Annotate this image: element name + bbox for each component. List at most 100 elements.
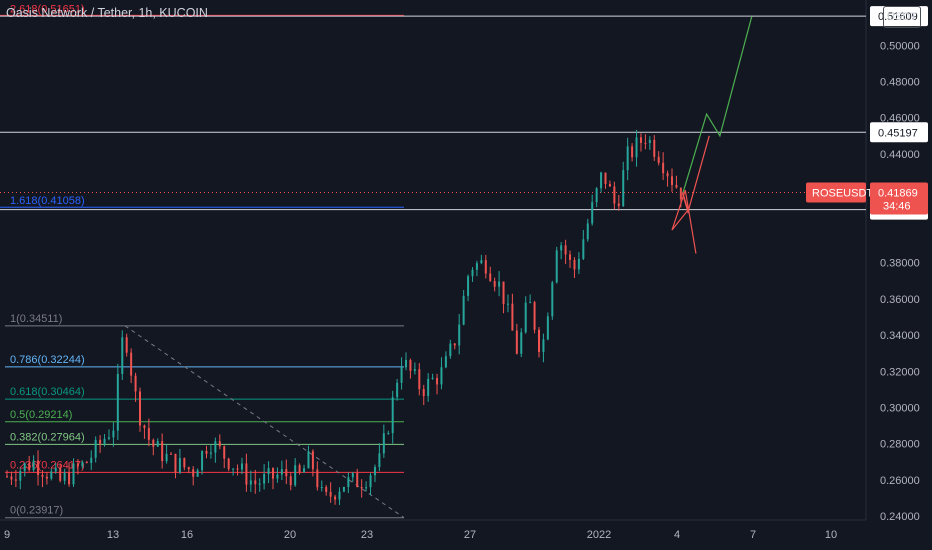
- fib-extension-label: 2.618(0.51651): [10, 3, 85, 15]
- candle-body: [533, 302, 536, 330]
- candle-body: [586, 223, 589, 240]
- candle-body: [427, 378, 430, 397]
- candle-body: [639, 137, 642, 143]
- candle-body: [351, 473, 354, 478]
- price-axis: [866, 0, 932, 550]
- candle-body: [294, 465, 297, 486]
- candle-body: [32, 460, 35, 471]
- y-tick-label: 0.44000: [880, 149, 920, 161]
- last-price-badge: [870, 182, 928, 215]
- candle-body: [240, 463, 243, 470]
- candle-body: [209, 452, 212, 454]
- candle-body: [134, 375, 137, 392]
- candle-body: [569, 254, 572, 260]
- candle-body: [37, 460, 40, 475]
- y-tick-label: 0.46000: [880, 113, 920, 125]
- candle-body: [679, 187, 682, 200]
- candle-body: [76, 463, 79, 467]
- candle-body: [303, 468, 306, 473]
- candle-body: [174, 453, 177, 473]
- candle-body: [147, 428, 150, 440]
- projection-green-path: [682, 16, 753, 194]
- candle-body: [342, 486, 345, 492]
- chart-title: Oasis Network / Tether, 1h, KUCOIN: [6, 6, 208, 20]
- candle-body: [50, 471, 53, 479]
- candle-body: [382, 433, 385, 454]
- candle-body: [653, 139, 656, 157]
- candle-body: [161, 441, 164, 462]
- candle-body: [493, 280, 496, 287]
- candle-body: [356, 473, 359, 488]
- candle-body: [347, 477, 350, 487]
- candle-body: [595, 188, 598, 203]
- candle-body: [360, 487, 363, 489]
- candle-body: [272, 468, 274, 479]
- y-tick-label: 0.32000: [880, 366, 920, 378]
- candle-body: [671, 176, 673, 185]
- candle-body: [577, 258, 580, 270]
- fib-extension-label: 1.618(0.41058): [10, 195, 85, 207]
- y-tick-label: 0.50000: [880, 40, 920, 52]
- candle-body: [617, 203, 620, 207]
- candle-body: [529, 302, 532, 304]
- fib-level-label: 0.618(0.30464): [10, 386, 85, 398]
- candle-body: [387, 433, 390, 435]
- currency-selector[interactable]: USDT: [883, 6, 921, 28]
- candle-body: [99, 439, 102, 444]
- candle-body: [444, 356, 447, 368]
- candle-body: [223, 446, 226, 459]
- candle-body: [28, 463, 31, 471]
- horizontal-level-badge: [870, 122, 928, 143]
- candle-body: [94, 439, 97, 458]
- candle-body: [258, 483, 261, 485]
- candle-body: [560, 245, 563, 251]
- candle-body: [156, 441, 159, 447]
- candle-body: [378, 453, 381, 468]
- candle-body: [365, 487, 368, 489]
- candle-body: [10, 476, 13, 480]
- candle-body: [405, 360, 407, 368]
- projection-red-path-down: [671, 189, 697, 254]
- candle-body: [418, 369, 421, 390]
- candle-body: [187, 467, 190, 470]
- candle-body: [112, 430, 115, 438]
- candle-body: [538, 329, 540, 352]
- candle-body: [409, 360, 412, 371]
- candle-body: [170, 453, 173, 455]
- x-tick-label: 13: [107, 529, 119, 541]
- candle-body: [23, 463, 26, 472]
- candle-body: [604, 172, 607, 185]
- candle-body: [511, 303, 514, 331]
- candle-body: [280, 469, 283, 475]
- candle-body: [608, 184, 611, 187]
- y-tick-label: 0.38000: [880, 258, 920, 270]
- candle-body: [502, 281, 505, 305]
- candle-body: [63, 472, 66, 481]
- last-price-value: 0.41869: [878, 188, 918, 200]
- candle-body: [631, 146, 634, 158]
- x-tick-label: 20: [284, 529, 296, 541]
- candle-body: [267, 468, 270, 475]
- fib-level-label: 0(0.23917): [10, 505, 63, 517]
- candle-body: [14, 479, 17, 481]
- candle-body: [480, 260, 483, 264]
- candle-body: [648, 139, 651, 144]
- candle-body: [121, 337, 124, 374]
- candle-body: [600, 172, 603, 189]
- candle-body: [440, 367, 443, 385]
- candle-body: [515, 330, 518, 354]
- symbol-badge: [806, 182, 866, 203]
- candle-body: [178, 458, 181, 473]
- y-tick-label: 0.28000: [880, 439, 920, 451]
- candle-body: [192, 469, 195, 477]
- candle-body: [338, 491, 341, 500]
- candle-body: [54, 467, 57, 472]
- candle-body: [125, 337, 128, 353]
- candle-body: [103, 438, 106, 444]
- candle-body: [555, 250, 558, 283]
- candle-body: [311, 451, 314, 470]
- candle-body: [196, 470, 199, 477]
- candle-body: [369, 475, 372, 488]
- candle-body: [307, 451, 310, 469]
